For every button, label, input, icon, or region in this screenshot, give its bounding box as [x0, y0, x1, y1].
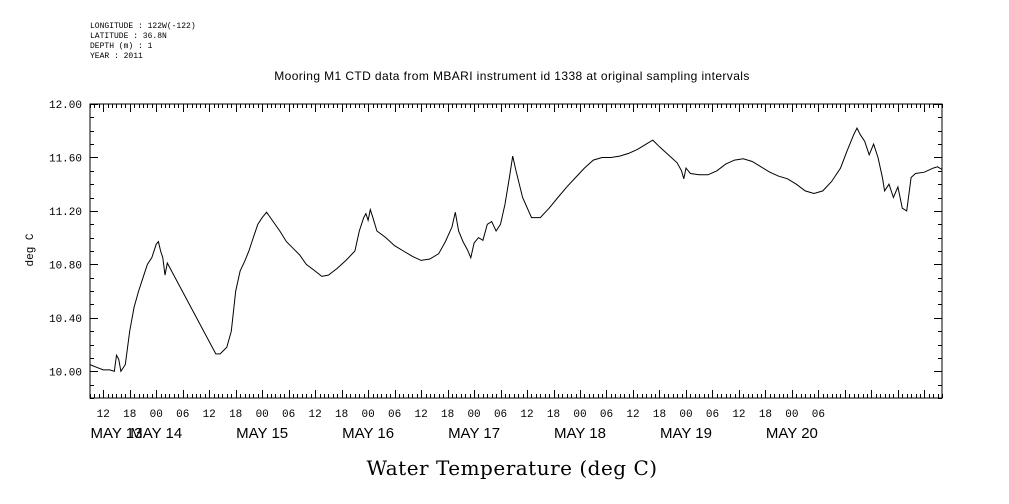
- x-hour-label: 00: [573, 409, 586, 421]
- x-hour-label: 00: [679, 409, 692, 421]
- x-hour-label: 00: [362, 409, 375, 421]
- x-day-label: MAY 17: [448, 425, 500, 442]
- x-hour-label: 12: [520, 409, 533, 421]
- y-tick-label: 11.20: [49, 207, 82, 219]
- x-hour-label: 00: [150, 409, 163, 421]
- x-hour-label: 06: [706, 409, 719, 421]
- x-day-label: MAY 18: [554, 425, 606, 442]
- x-hour-label: 12: [309, 409, 322, 421]
- y-tick-label: 10.00: [49, 367, 82, 379]
- x-hour-label: 12: [203, 409, 216, 421]
- x-day-label: MAY 19: [660, 425, 712, 442]
- x-axis-label: Water Temperature (deg C): [366, 456, 657, 480]
- y-tick-label: 10.80: [49, 260, 82, 272]
- x-hour-label: 00: [467, 409, 480, 421]
- x-hour-label: 00: [256, 409, 269, 421]
- x-hour-label: 12: [97, 409, 110, 421]
- x-axis-ticks: 12 18 00 06 12 18 00 06 12 18 00 06 12 18 00 06 12 18 00 06…: [90, 104, 943, 442]
- x-hour-label: 18: [759, 409, 772, 421]
- latitude-label: LATITUDE : 36.8N: [90, 32, 167, 41]
- metadata-block: LONGITUDE : 122W(-122) LATITUDE : 36.8N …: [90, 22, 196, 62]
- x-day-label: MAY 20: [766, 425, 818, 442]
- x-hour-label: 18: [123, 409, 136, 421]
- depth-label: DEPTH (m) : 1: [90, 42, 153, 51]
- y-axis-ticks: 10.00 10.40 10.80 11.20 11.60 12.00: [49, 100, 942, 399]
- x-hour-label: 06: [494, 409, 507, 421]
- year-label: YEAR : 2011: [90, 52, 143, 61]
- y-tick-label: 11.60: [49, 153, 82, 165]
- x-hour-label: 06: [282, 409, 295, 421]
- x-hour-label: 12: [626, 409, 639, 421]
- x-hour-label: 06: [176, 409, 189, 421]
- temperature-line: [89, 126, 943, 373]
- x-hour-label: 12: [732, 409, 745, 421]
- x-hour-label: 06: [600, 409, 613, 421]
- y-tick-label: 10.40: [49, 314, 82, 326]
- x-hour-label: 18: [335, 409, 348, 421]
- x-hour-label: 18: [441, 409, 454, 421]
- x-hour-label: 06: [388, 409, 401, 421]
- x-day-label: MAY 13: [90, 425, 142, 442]
- y-tick-label: 12.00: [49, 100, 82, 112]
- chart-title: Mooring M1 CTD data from MBARI instrumen…: [274, 69, 750, 83]
- x-hour-label: 00: [785, 409, 798, 421]
- y-axis-label: deg C: [25, 233, 37, 266]
- x-hour-label: 18: [229, 409, 242, 421]
- longitude-label: LONGITUDE : 122W(-122): [90, 22, 196, 31]
- x-hour-label: 18: [653, 409, 666, 421]
- x-day-label: MAY 15: [236, 425, 288, 442]
- x-hour-label: 06: [812, 409, 825, 421]
- x-hour-label: 18: [547, 409, 560, 421]
- x-day-label: MAY 16: [342, 425, 394, 442]
- x-day-label: MAY 14: [130, 425, 182, 442]
- x-hour-label: 12: [414, 409, 427, 421]
